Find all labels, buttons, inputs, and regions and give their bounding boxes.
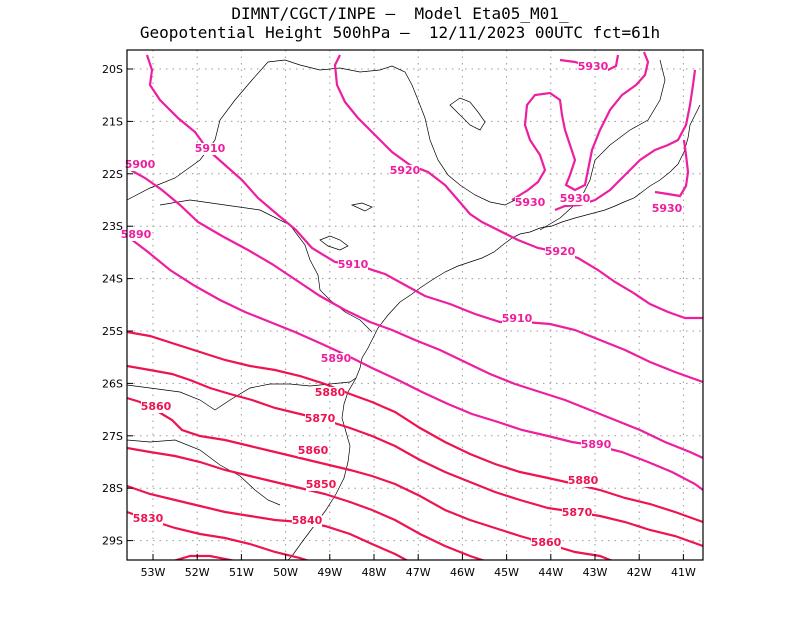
contour-label-bg	[298, 445, 328, 457]
lon-tick-label: 48W	[362, 566, 387, 579]
contour-label: 5850	[306, 478, 337, 491]
lat-tick-label: 28S	[102, 482, 123, 495]
lon-tick-label: 52W	[185, 566, 210, 579]
contour-label: 5920	[545, 245, 576, 258]
contour-label: 5860	[531, 536, 562, 549]
contour-label-bg	[133, 513, 163, 525]
contour-5890	[127, 235, 703, 491]
contour-5920	[333, 54, 703, 320]
contour-label-bg	[560, 193, 590, 205]
coastline-south	[287, 339, 373, 560]
state-border-1	[127, 59, 516, 206]
coastline	[371, 104, 701, 341]
lon-tick-label: 50W	[273, 566, 298, 579]
contour-label-bg	[581, 439, 611, 451]
state-border-3	[127, 377, 357, 411]
contour-label: 5910	[195, 142, 226, 155]
lat-tick-label: 25S	[102, 325, 123, 338]
contour-label: 5880	[315, 386, 346, 399]
contour-label-bg	[652, 203, 682, 215]
lon-tick-label: 42W	[627, 566, 652, 579]
lat-tick-label: 22S	[102, 168, 123, 181]
contour-label: 5930	[515, 196, 546, 209]
lat-tick-label: 21S	[102, 115, 123, 128]
contour-label-bg	[568, 475, 598, 487]
contour-label-bg	[195, 143, 225, 155]
contour-label-bg	[531, 537, 561, 549]
contour-label-bg	[306, 479, 336, 491]
contour-label-bg	[578, 61, 608, 73]
contour-5930-b	[511, 51, 650, 201]
contour-label: 5890	[581, 438, 612, 451]
contour-label-bg	[315, 387, 345, 399]
lat-tick-label: 27S	[102, 430, 123, 443]
contour-5880	[127, 330, 703, 524]
contour-5930-d	[654, 139, 690, 198]
lon-tick-label: 49W	[317, 566, 342, 579]
contour-label: 5890	[321, 352, 352, 365]
lake-1	[449, 97, 486, 131]
contour-5840	[127, 484, 409, 560]
contour-5820	[172, 554, 236, 560]
contour-label-bg	[125, 159, 155, 171]
state-border-2	[159, 199, 373, 333]
contour-label: 5920	[390, 164, 421, 177]
contour-label-bg	[502, 313, 532, 325]
contour-label: 5910	[338, 258, 369, 271]
contour-label: 5870	[562, 506, 593, 519]
lat-tick-label: 26S	[102, 377, 123, 390]
lake-2	[319, 235, 349, 251]
lon-tick-label: 43W	[583, 566, 608, 579]
state-border-4	[127, 439, 281, 506]
contour-label: 5910	[502, 312, 533, 325]
coastline-layer	[127, 59, 701, 560]
lat-tick-label: 20S	[102, 63, 123, 76]
contour-label: 5930	[560, 192, 591, 205]
contour-label-bg	[141, 401, 171, 413]
map-title: DIMNT/CGCT/INPE – Model Eta05_M01_ Geopo…	[0, 4, 800, 42]
contour-label-bg	[545, 246, 575, 258]
lat-lon-grid	[127, 50, 703, 560]
contour-label: 5830	[133, 512, 164, 525]
contour-label: 5880	[568, 474, 599, 487]
contour-label: 5900	[125, 158, 156, 171]
contour-labels: 5930 5930 5930 5930 5920 5920 5910 5910 5910 5900…	[121, 60, 683, 549]
contour-label-bg	[321, 353, 351, 365]
contour-label-bg	[562, 507, 592, 519]
contour-5910	[145, 54, 703, 384]
plot-frame	[126, 49, 704, 561]
lon-tick-label: 41W	[671, 566, 696, 579]
title-line-2: Geopotential Height 500hPa – 12/11/2023 …	[139, 23, 661, 42]
contour-5900	[127, 167, 703, 459]
contour-label: 5870	[305, 412, 336, 425]
contour-label-bg	[121, 229, 151, 241]
axes: 53W 52W 51W 50W 49W 48W 47W 46W 45W 44W 43W 42W 41W 2…	[102, 63, 696, 579]
lon-tick-label: 53W	[141, 566, 166, 579]
contour-label-bg	[515, 197, 545, 209]
lon-tick-label: 44W	[538, 566, 563, 579]
contour-5860	[127, 396, 613, 560]
contour-label: 5860	[141, 400, 172, 413]
contour-label-bg	[390, 165, 420, 177]
contour-label: 5930	[652, 202, 683, 215]
lon-tick-label: 47W	[406, 566, 431, 579]
contour-5870	[127, 364, 703, 548]
lon-tick-label: 46W	[450, 566, 475, 579]
contour-label-bg	[305, 413, 335, 425]
title-line-1: DIMNT/CGCT/INPE – Model Eta05_M01_	[231, 4, 569, 23]
contour-label: 5840	[292, 514, 323, 527]
contour-label: 5860	[298, 444, 329, 457]
lat-tick-label: 29S	[102, 535, 123, 548]
lat-tick-label: 24S	[102, 273, 123, 286]
lat-tick-label: 23S	[102, 220, 123, 233]
lon-tick-label: 51W	[229, 566, 254, 579]
contour-label-bg	[292, 515, 322, 527]
contour-label-bg	[338, 259, 368, 271]
contour-label: 5930	[578, 60, 609, 73]
lake-3	[350, 202, 373, 212]
contour-label: 5890	[121, 228, 152, 241]
contour-layer	[127, 51, 703, 560]
lon-tick-label: 45W	[494, 566, 519, 579]
